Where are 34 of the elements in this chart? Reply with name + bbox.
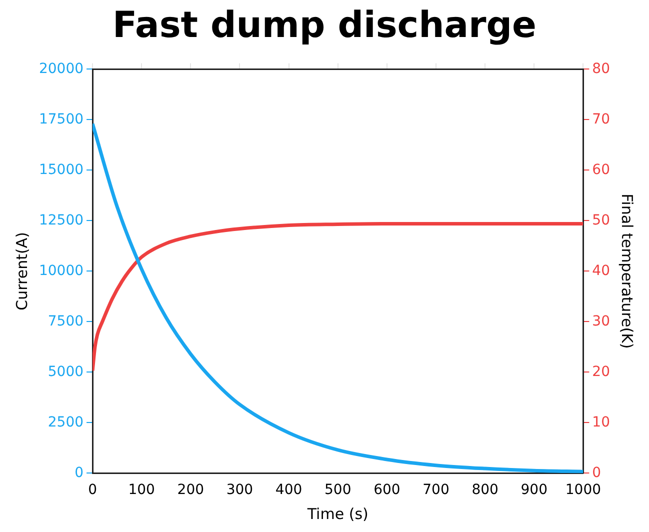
y2-tick-label: 80: [592, 60, 610, 77]
y2-tick-label: 0: [592, 464, 602, 481]
y-tick-label: 0: [74, 464, 84, 481]
y2-tick-label: 60: [592, 162, 610, 178]
y-axis-title: Current(A): [12, 232, 31, 310]
x-tick-label: 700: [422, 482, 450, 498]
y2-tick-label: 10: [592, 414, 610, 430]
x-tick-label: 600: [374, 482, 400, 498]
x-tick-label: 200: [177, 482, 204, 498]
x-tick-label: 100: [128, 482, 155, 498]
y-tick-label: 12500: [38, 212, 84, 228]
y2-axis-title: Final temperature(K): [618, 194, 636, 349]
y-tick-label: 15000: [38, 162, 84, 178]
y-tick-label: 7500: [48, 313, 84, 330]
x-axis-title: Time (s): [306, 504, 368, 523]
x-tick-label: 300: [226, 482, 254, 498]
chart-title: Fast dump discharge: [112, 4, 536, 46]
y-tick-label: 5000: [48, 364, 84, 380]
x-tick-label: 1000: [565, 482, 602, 498]
y2-tick-label: 70: [592, 111, 610, 128]
y-tick-label: 2500: [48, 414, 84, 430]
y-tick-label: 10000: [38, 262, 84, 279]
y2-tick-label: 30: [592, 313, 610, 330]
y2-tick-label: 20: [592, 364, 610, 380]
x-tick-label: 0: [88, 482, 97, 498]
x-tick-label: 400: [275, 482, 302, 498]
y-tick-label: 17500: [38, 111, 84, 128]
y2-tick-label: 40: [592, 262, 610, 279]
y2-tick-label: 50: [592, 212, 610, 228]
line-series: [92, 222, 584, 372]
x-tick-label: 500: [324, 482, 352, 498]
y-tick-label: 20000: [38, 60, 84, 77]
x-tick-label: 800: [472, 482, 498, 498]
x-tick-label: 900: [520, 482, 548, 498]
